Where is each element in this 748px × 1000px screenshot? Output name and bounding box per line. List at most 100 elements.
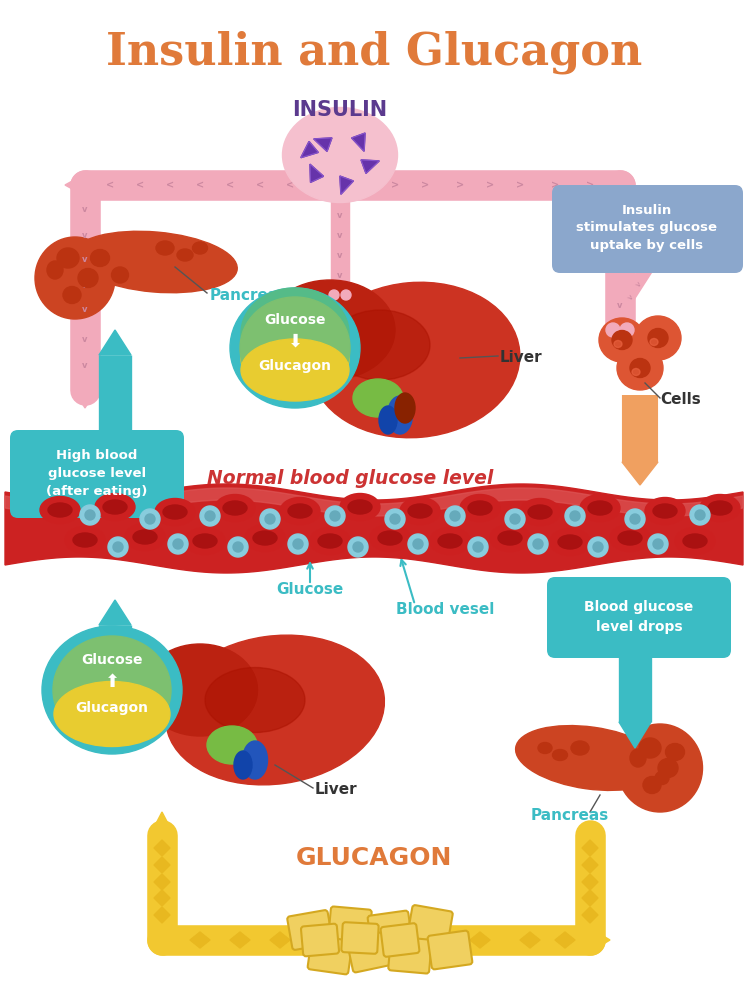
Ellipse shape [370, 524, 410, 552]
Ellipse shape [645, 497, 685, 524]
Ellipse shape [632, 368, 640, 375]
Circle shape [348, 537, 368, 557]
Polygon shape [65, 174, 85, 196]
Circle shape [228, 537, 248, 557]
Ellipse shape [379, 406, 397, 434]
Text: Liver: Liver [315, 782, 358, 798]
Ellipse shape [40, 496, 80, 524]
Text: >: > [632, 281, 640, 289]
Polygon shape [74, 390, 96, 408]
Ellipse shape [635, 316, 681, 360]
Circle shape [606, 323, 620, 337]
Polygon shape [582, 874, 598, 890]
Ellipse shape [528, 505, 552, 519]
Ellipse shape [163, 505, 187, 519]
FancyBboxPatch shape [408, 905, 453, 945]
Ellipse shape [520, 498, 560, 526]
Text: <: < [311, 180, 319, 190]
Ellipse shape [207, 726, 257, 764]
Polygon shape [310, 164, 324, 182]
Polygon shape [622, 462, 658, 485]
Ellipse shape [283, 107, 397, 202]
Ellipse shape [617, 346, 663, 390]
Ellipse shape [318, 534, 342, 548]
Ellipse shape [630, 359, 650, 377]
Polygon shape [154, 857, 170, 873]
Polygon shape [154, 907, 170, 923]
Ellipse shape [666, 744, 684, 760]
Circle shape [468, 537, 488, 557]
Ellipse shape [95, 493, 135, 520]
Polygon shape [340, 176, 353, 194]
Ellipse shape [655, 772, 669, 784]
Circle shape [450, 511, 460, 521]
Circle shape [341, 290, 351, 300]
Ellipse shape [48, 503, 72, 517]
Polygon shape [310, 932, 330, 948]
Ellipse shape [400, 497, 440, 524]
Ellipse shape [241, 339, 349, 401]
Ellipse shape [53, 636, 171, 744]
Ellipse shape [430, 528, 470, 554]
Text: Glucagon: Glucagon [259, 359, 331, 373]
Text: v: v [82, 306, 88, 314]
Ellipse shape [91, 249, 109, 266]
Ellipse shape [111, 267, 129, 283]
Circle shape [85, 510, 95, 520]
Ellipse shape [143, 644, 257, 736]
Circle shape [330, 511, 340, 521]
Ellipse shape [310, 528, 350, 554]
Ellipse shape [378, 531, 402, 545]
Circle shape [390, 514, 400, 524]
Ellipse shape [588, 501, 612, 515]
Circle shape [473, 542, 483, 552]
Ellipse shape [73, 533, 97, 547]
Circle shape [528, 534, 548, 554]
Ellipse shape [348, 500, 372, 514]
Ellipse shape [125, 524, 165, 550]
FancyBboxPatch shape [341, 922, 378, 954]
Circle shape [695, 510, 705, 520]
Circle shape [690, 505, 710, 525]
Ellipse shape [610, 524, 650, 552]
Ellipse shape [265, 280, 395, 380]
Polygon shape [190, 932, 210, 948]
Ellipse shape [353, 379, 403, 417]
Polygon shape [270, 932, 290, 948]
FancyBboxPatch shape [552, 185, 743, 273]
Circle shape [385, 509, 405, 529]
Polygon shape [361, 160, 379, 173]
Text: INSULIN: INSULIN [292, 100, 387, 120]
Circle shape [108, 537, 128, 557]
Ellipse shape [468, 501, 492, 515]
Polygon shape [330, 295, 350, 315]
Text: Insulin
stimulates glucose
uptake by cells: Insulin stimulates glucose uptake by cel… [577, 204, 717, 252]
Ellipse shape [185, 528, 225, 554]
Circle shape [200, 506, 220, 526]
Ellipse shape [550, 528, 590, 556]
FancyBboxPatch shape [328, 907, 372, 943]
FancyBboxPatch shape [547, 577, 731, 658]
Ellipse shape [280, 497, 320, 524]
Circle shape [408, 534, 428, 554]
Circle shape [173, 539, 183, 549]
Ellipse shape [580, 494, 620, 522]
FancyBboxPatch shape [301, 924, 339, 956]
Circle shape [113, 542, 123, 552]
Ellipse shape [700, 494, 740, 522]
Ellipse shape [650, 338, 658, 346]
Ellipse shape [340, 493, 380, 520]
Ellipse shape [205, 668, 305, 732]
FancyBboxPatch shape [10, 430, 184, 518]
Polygon shape [313, 138, 332, 151]
Ellipse shape [242, 741, 268, 779]
Ellipse shape [571, 741, 589, 755]
Ellipse shape [230, 288, 360, 408]
Circle shape [565, 506, 585, 526]
Text: Normal blood glucose level: Normal blood glucose level [207, 468, 493, 488]
Text: <: < [106, 180, 114, 190]
Text: >: > [391, 180, 399, 190]
Ellipse shape [658, 758, 678, 778]
Ellipse shape [165, 635, 384, 785]
Ellipse shape [618, 531, 642, 545]
